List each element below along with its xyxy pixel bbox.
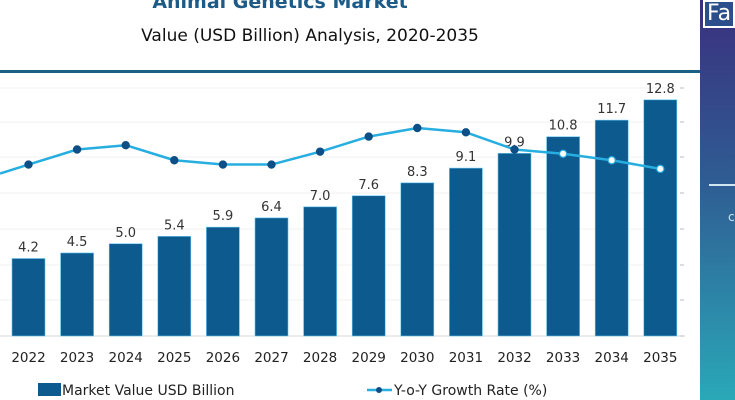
bar-data-label: 6.4: [261, 200, 282, 215]
growth-marker: [656, 164, 665, 174]
x-tick-label: 2022: [11, 350, 45, 366]
bar-data-label: 4.5: [67, 235, 88, 250]
growth-marker: [72, 145, 82, 154]
growth-marker: [218, 160, 228, 169]
x-tick-label: 2024: [109, 350, 143, 366]
bar: [400, 182, 435, 337]
growth-marker: [170, 156, 179, 165]
chart-subtitle: Value (USD Billion) Analysis, 2020-2035: [141, 26, 479, 46]
chart-title: Animal Genetics Market: [152, 0, 408, 13]
bar: [206, 226, 240, 337]
bar-data-label: 9.1: [456, 150, 477, 165]
header-divider: [0, 70, 700, 73]
x-tick-label: 2035: [643, 350, 677, 366]
bar-data-label: 10.8: [549, 119, 578, 134]
bar-data-labels: 4.2 4.55.0 5.45.96.47.07.68.39.19.910.811.…: [18, 82, 675, 256]
bar: [546, 136, 580, 337]
growth-marker: [413, 123, 422, 133]
x-tick-label: 2029: [352, 350, 386, 366]
side-panel: [700, 0, 735, 400]
gridlines: [0, 87, 685, 337]
x-tick-label: 2026: [206, 350, 240, 366]
growth-marker: [461, 128, 471, 137]
growth-marker: [121, 140, 130, 150]
side-panel-text: c: [728, 210, 735, 224]
x-tick-label: 2032: [497, 350, 531, 366]
legend-label-line: Y-o-Y Growth Rate (%): [393, 383, 547, 399]
right-axis-ticks: [680, 87, 684, 337]
legend-swatch-marker: [376, 387, 382, 393]
growth-marker: [364, 132, 373, 141]
brand-logo: Fa: [703, 0, 735, 28]
side-panel-divider: [709, 184, 735, 186]
bar-data-label: 5.9: [213, 209, 234, 224]
x-tick-label: 2027: [254, 350, 288, 366]
growth-marker: [607, 156, 616, 165]
bar: [497, 153, 532, 337]
chart-canvas: 4.2 4.55.0 5.45.96.47.07.68.39.19.910.811.…: [0, 82, 685, 399]
bar: [157, 236, 192, 337]
growth-marker: [315, 147, 325, 156]
legend-swatch-bar: [38, 383, 61, 396]
legend: Market Value USD Billion Y-o-Y Growth Rat…: [38, 383, 547, 399]
bar-data-label: 4.2: [18, 241, 39, 256]
line-series: [0, 123, 665, 175]
bar: [11, 258, 46, 337]
bar: [108, 243, 143, 337]
x-tick-label: 2031: [449, 350, 483, 366]
bar-data-label: 5.4: [164, 218, 185, 233]
bar-data-label: 8.3: [407, 165, 428, 180]
legend-label-bar: Market Value USD Billion: [62, 383, 234, 399]
bar: [303, 206, 337, 337]
growth-marker: [24, 160, 33, 169]
bar: [351, 195, 386, 337]
bar-data-label: 12.8: [646, 82, 675, 97]
x-tick-label: 2023: [60, 350, 94, 366]
x-tick-label: 2030: [400, 350, 434, 366]
bar-data-label: 7.6: [358, 178, 379, 193]
x-axis-labels: 2022 2023 2024 2025 2026 2027 2028 2029 2030 2031…: [11, 350, 677, 366]
bar: [449, 167, 483, 337]
x-tick-label: 2033: [546, 350, 580, 366]
x-tick-label: 2025: [157, 350, 191, 366]
bar: [60, 252, 94, 337]
x-tick-label: 2028: [303, 350, 337, 366]
x-tick-label: 2034: [595, 350, 629, 366]
growth-marker: [267, 160, 276, 169]
bar-data-label: 7.0: [310, 189, 331, 204]
bar: [594, 119, 629, 337]
bar-data-label: 5.0: [115, 226, 136, 241]
growth-marker: [558, 149, 568, 158]
growth-marker: [510, 145, 519, 154]
bar: [643, 99, 678, 337]
bar: [254, 217, 289, 337]
bar-series: [11, 99, 678, 337]
bar-data-label: 11.7: [597, 102, 626, 117]
